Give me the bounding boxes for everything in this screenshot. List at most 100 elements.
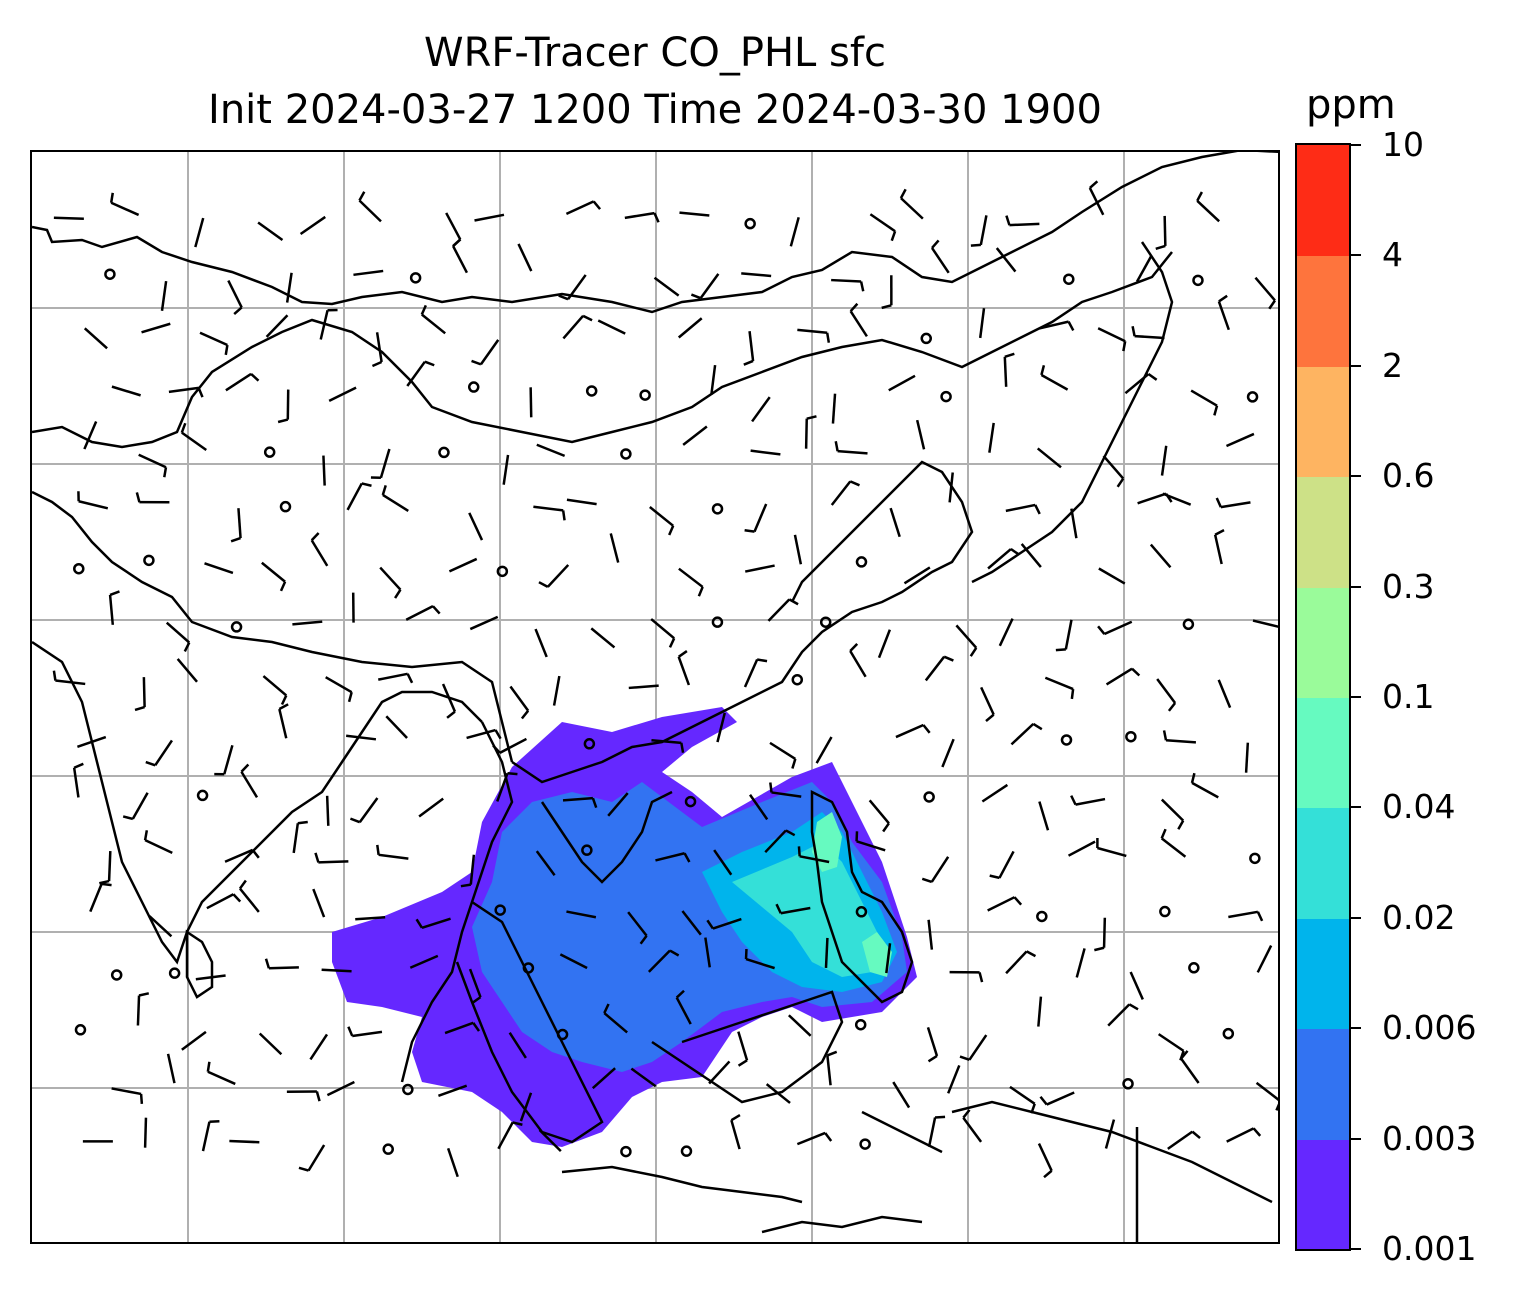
wind-barb-staff (930, 247, 950, 274)
wind-barb (405, 605, 441, 621)
wind-barb (321, 968, 352, 973)
wind-barb-staff (406, 360, 426, 387)
wind-barb-staff (55, 679, 86, 686)
wind-barb-flag (163, 467, 168, 478)
wind-barb-staff (377, 672, 408, 681)
coastline-china-east (511, 460, 974, 784)
wind-barb (262, 675, 288, 706)
wind-barb-flag (668, 637, 676, 648)
wind-barb-staff (1036, 447, 1062, 469)
wind-barb-flag (962, 1109, 971, 1119)
wind-barb (451, 238, 469, 274)
wind-barb-staff (849, 310, 868, 338)
wind-barb-flag (471, 996, 482, 1004)
calm-wind-circle (711, 616, 724, 628)
wind-barb (285, 272, 293, 303)
wind-barb (796, 1131, 833, 1146)
wind-barb (502, 454, 510, 485)
wind-barb (385, 715, 408, 739)
calm-wind-circle (263, 446, 276, 458)
wind-barb (225, 372, 260, 392)
wind-barb (195, 974, 226, 981)
wind-barb-staff (793, 534, 803, 565)
wind-barb-flag (653, 212, 660, 223)
wind-barb (406, 360, 435, 387)
wind-barb (496, 771, 518, 802)
wind-barb (1124, 373, 1158, 395)
wind-barb (1226, 1127, 1262, 1143)
wind-barb-staff (824, 937, 829, 968)
wind-barb (99, 851, 112, 885)
calm-wind-circle (196, 789, 209, 802)
wind-barb-staff (468, 968, 482, 998)
wind-barb-flag (1005, 215, 1011, 226)
wind-barb (675, 989, 692, 1025)
wind-barb-staff (1102, 455, 1125, 480)
wind-barb (1005, 950, 1037, 975)
wind-barb-staff (941, 738, 955, 768)
coastline-north (32, 152, 1278, 314)
wind-barb-flag (1213, 405, 1219, 416)
wind-barb (677, 650, 691, 686)
wind-barb-staff (110, 201, 140, 217)
calm-wind-circle (940, 390, 952, 403)
wind-barb-staff (1244, 742, 1250, 773)
wind-barb-flag (989, 874, 1000, 880)
wind-barb-staff (1039, 320, 1069, 330)
wind-barb-staff (1005, 950, 1028, 975)
wind-barb-staff (1102, 917, 1107, 948)
wind-barb-flag (1122, 340, 1127, 352)
wind-barb-staff (710, 364, 717, 396)
calm-wind-circle (1159, 905, 1171, 918)
wind-barb-staff (138, 453, 167, 469)
wind-barb (347, 1026, 383, 1038)
wind-barb-staff (968, 1034, 988, 1061)
wind-barb-flag (512, 1121, 523, 1126)
calm-wind-circle (1122, 1077, 1134, 1090)
wind-barb-flag (881, 304, 892, 310)
wind-barb-staff (603, 1012, 628, 1034)
wind-barb-staff (536, 443, 566, 458)
wind-barb-flag (1275, 1103, 1278, 1111)
calm-wind-circle (1182, 618, 1195, 631)
wind-barb-flag (1268, 299, 1276, 310)
wind-barb-staff (787, 1014, 812, 1037)
wind-barb-staff (261, 561, 286, 583)
wind-barb-staff (677, 317, 703, 339)
calm-wind-circle (494, 904, 506, 916)
wind-barb-staff (649, 506, 674, 527)
wind-barb-staff (448, 557, 478, 573)
wind-barb-staff (947, 1065, 961, 1094)
wind-barb (166, 1053, 176, 1084)
map-canvas (32, 152, 1278, 1242)
wind-barb-flag (1218, 294, 1228, 303)
wind-barb (143, 1117, 148, 1148)
wind-barb-staff (533, 505, 564, 512)
wind-barb (1055, 619, 1073, 652)
wind-barb-staff (797, 328, 828, 335)
wind-barb-staff (647, 949, 671, 973)
wind-barb (1020, 543, 1042, 568)
wind-barb-flag (250, 373, 260, 382)
wind-barb (765, 1083, 791, 1104)
wind-barb (1005, 215, 1040, 227)
wind-barb (444, 1021, 481, 1035)
wind-barb (1196, 191, 1221, 223)
calm-wind-circle (923, 791, 935, 803)
calm-wind-circle (496, 565, 509, 578)
colorbar-segment (1297, 586, 1349, 698)
wind-barb (517, 243, 533, 272)
wind-barb-staff (562, 315, 585, 340)
wind-barb (921, 856, 950, 884)
wind-barb-flag (233, 306, 243, 316)
wind-barb-flag (1196, 191, 1204, 202)
calm-wind-circle (230, 621, 243, 633)
colorbar-tick-label: 0.1 (1382, 677, 1435, 716)
wind-barb (1039, 320, 1075, 332)
wind-barb (565, 200, 602, 216)
wind-barb (292, 620, 323, 626)
wind-barb-staff (677, 656, 691, 686)
wind-barb-staff (1009, 1085, 1036, 1105)
wind-barb (690, 273, 720, 300)
wind-barb (1044, 676, 1075, 700)
